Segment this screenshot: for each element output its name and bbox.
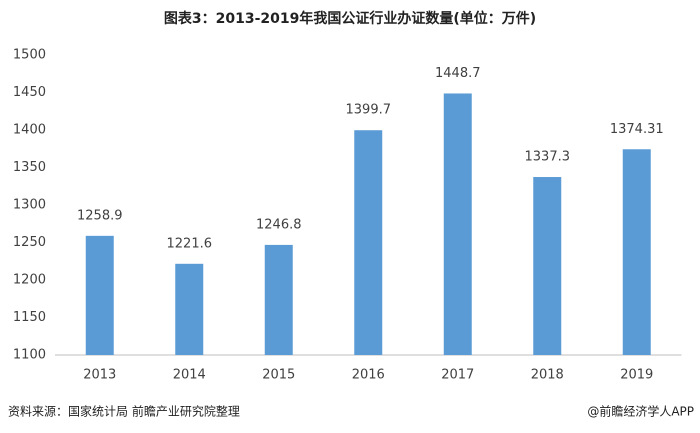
credit-note: @前瞻经济学人APP [587,404,694,419]
x-tick-label: 2017 [441,368,474,383]
y-tick-label: 1150 [13,310,46,325]
value-label: 1258.9 [77,208,123,223]
bar [354,130,383,355]
bar [622,149,651,355]
y-tick-label: 1400 [13,123,46,138]
value-label: 1374.31 [610,122,664,137]
value-label: 1448.7 [435,66,481,81]
y-tick-label: 1200 [13,273,46,288]
x-tick-label: 2016 [352,368,385,383]
y-tick-label: 1500 [13,48,46,63]
y-tick-label: 1250 [13,235,46,250]
value-label: 1399.7 [346,103,392,118]
value-label: 1246.8 [256,217,302,232]
y-tick-label: 1100 [13,348,46,363]
value-label: 1221.6 [167,236,213,251]
y-tick-label: 1300 [13,198,46,213]
x-tick-label: 2014 [173,368,206,383]
x-tick-label: 2015 [262,368,295,383]
value-label: 1337.3 [525,150,571,165]
bar [264,244,293,355]
y-tick-label: 1450 [13,85,46,100]
bar [443,93,472,355]
y-tick-label: 1350 [13,160,46,175]
chart-title: 图表3：2013-2019年我国公证行业办证数量(单位：万件) [164,10,536,27]
bar [533,177,562,355]
bar [175,263,204,355]
x-tick-label: 2013 [83,368,116,383]
source-note: 资料来源：国家统计局 前瞻产业研究院整理 [8,404,240,419]
bar [85,235,114,355]
x-tick-label: 2019 [620,368,653,383]
x-tick-label: 2018 [531,368,564,383]
